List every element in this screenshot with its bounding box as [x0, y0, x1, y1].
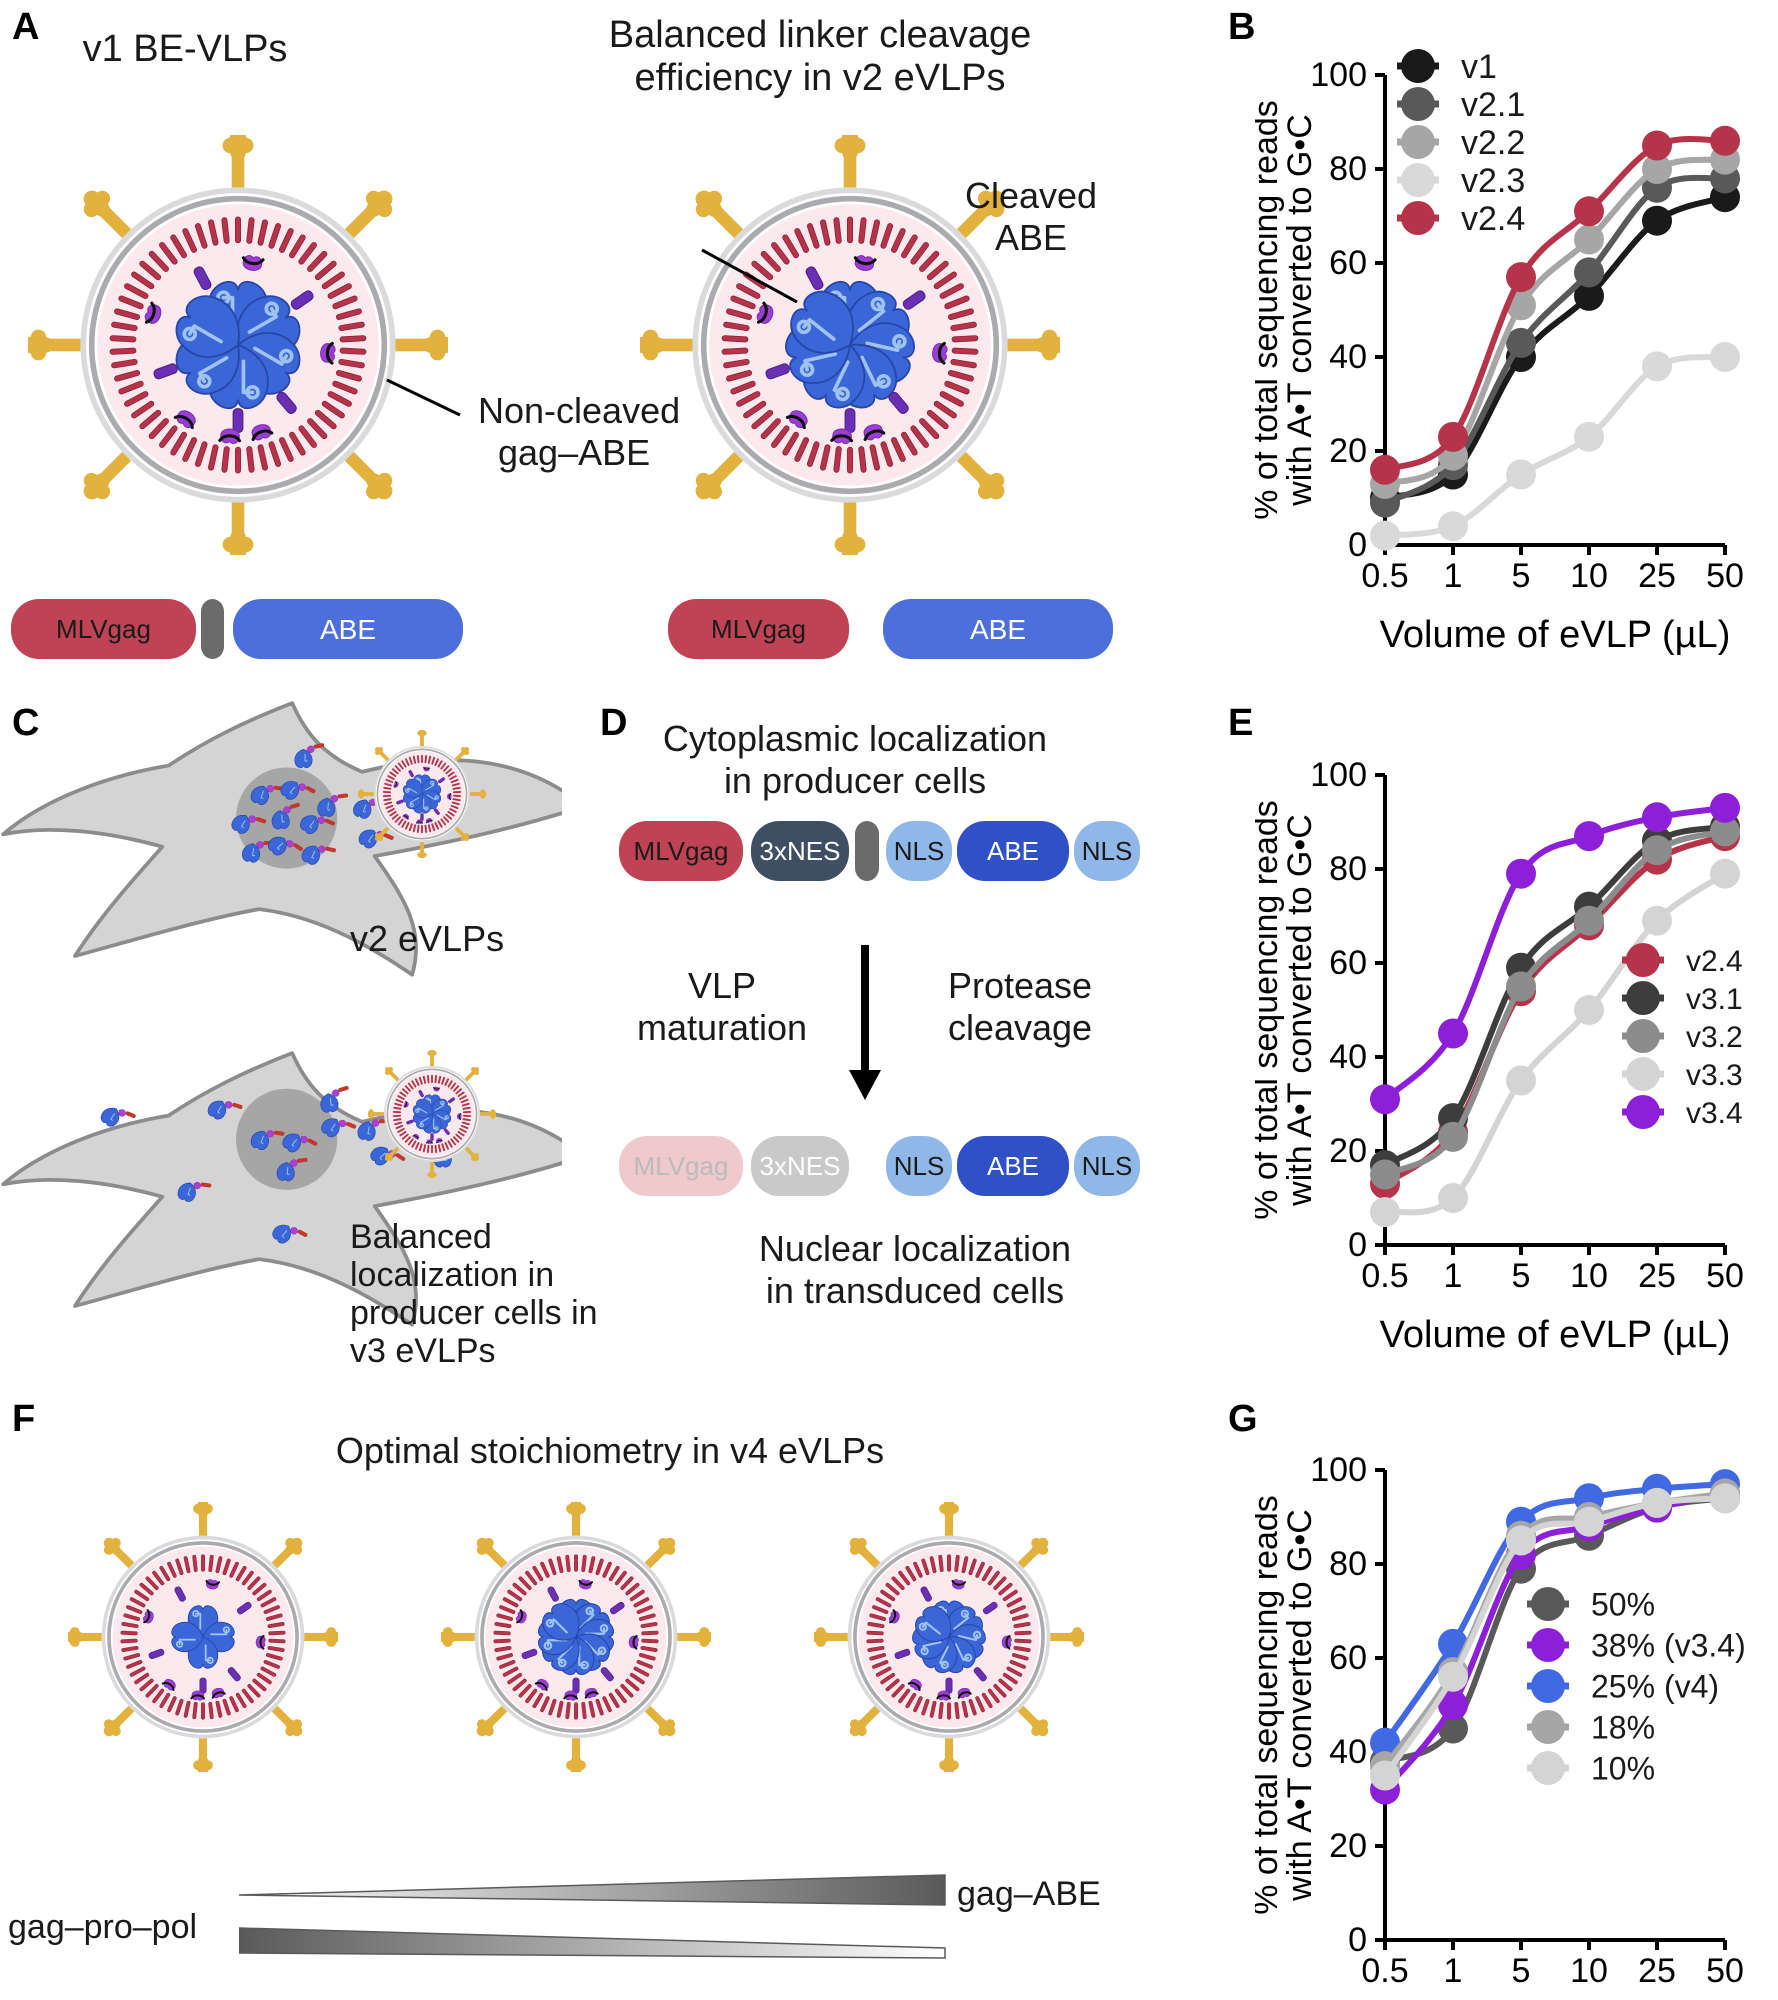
- svg-text:MLVgag: MLVgag: [56, 614, 151, 644]
- svg-text:80: 80: [1329, 1545, 1367, 1583]
- svg-text:40: 40: [1329, 1733, 1367, 1771]
- svg-text:v2.4: v2.4: [1686, 945, 1743, 978]
- svg-text:1: 1: [1444, 557, 1463, 595]
- svg-text:MLVgag: MLVgag: [634, 836, 729, 866]
- svg-text:10: 10: [1570, 1257, 1608, 1295]
- svg-text:50: 50: [1706, 1257, 1744, 1295]
- svg-text:ABE: ABE: [987, 1151, 1039, 1181]
- svg-text:v3.1: v3.1: [1686, 983, 1743, 1016]
- svg-text:ABE: ABE: [970, 614, 1026, 645]
- svg-text:with A•T converted to G•C: with A•T converted to G•C: [1281, 814, 1319, 1207]
- svg-text:v2.3: v2.3: [1461, 162, 1525, 200]
- svg-text:Volume of eVLP (µL): Volume of eVLP (µL): [1380, 614, 1731, 655]
- svg-text:v2.4: v2.4: [1461, 200, 1525, 238]
- svg-text:NLS: NLS: [1082, 1151, 1133, 1181]
- svg-text:with A•T converted to G•C: with A•T converted to G•C: [1281, 1509, 1319, 1902]
- svg-text:v3.4: v3.4: [1686, 1097, 1743, 1130]
- svg-text:60: 60: [1329, 244, 1367, 282]
- svg-text:38% (v3.4): 38% (v3.4): [1591, 1628, 1746, 1664]
- svg-text:0.5: 0.5: [1361, 1952, 1408, 1990]
- svg-text:v2.1: v2.1: [1461, 86, 1525, 124]
- svg-text:80: 80: [1329, 850, 1367, 888]
- svg-text:50: 50: [1706, 1952, 1744, 1990]
- svg-text:v3.3: v3.3: [1686, 1059, 1743, 1092]
- svg-text:50: 50: [1706, 557, 1744, 595]
- svg-text:5: 5: [1512, 1952, 1531, 1990]
- svg-text:60: 60: [1329, 1639, 1367, 1677]
- svg-text:25: 25: [1638, 1952, 1676, 1990]
- svg-text:20: 20: [1329, 1827, 1367, 1865]
- svg-text:v1: v1: [1461, 48, 1497, 86]
- svg-text:MLVgag: MLVgag: [711, 614, 806, 644]
- svg-text:0.5: 0.5: [1361, 1257, 1408, 1295]
- svg-text:MLVgag: MLVgag: [634, 1151, 729, 1181]
- svg-text:10%: 10%: [1591, 1751, 1655, 1787]
- svg-text:NLS: NLS: [1082, 836, 1133, 866]
- svg-text:60: 60: [1329, 944, 1367, 982]
- svg-text:5: 5: [1512, 1257, 1531, 1295]
- svg-text:80: 80: [1329, 150, 1367, 188]
- svg-text:40: 40: [1329, 338, 1367, 376]
- svg-text:with A•T converted to G•C: with A•T converted to G•C: [1281, 114, 1319, 507]
- svg-text:ABE: ABE: [987, 836, 1039, 866]
- svg-text:10: 10: [1570, 1952, 1608, 1990]
- svg-text:40: 40: [1329, 1038, 1367, 1076]
- svg-text:100: 100: [1310, 56, 1367, 94]
- svg-text:5: 5: [1512, 557, 1531, 595]
- svg-text:3xNES: 3xNES: [760, 1151, 841, 1181]
- svg-text:25: 25: [1638, 1257, 1676, 1295]
- svg-text:100: 100: [1310, 1451, 1367, 1489]
- svg-text:v2.2: v2.2: [1461, 124, 1525, 162]
- svg-text:25: 25: [1638, 557, 1676, 595]
- svg-text:100: 100: [1310, 756, 1367, 794]
- svg-text:Volume of eVLP (µL): Volume of eVLP (µL): [1380, 1314, 1731, 1355]
- svg-text:ABE: ABE: [320, 614, 376, 645]
- svg-text:50%: 50%: [1591, 1587, 1655, 1623]
- svg-text:v3.2: v3.2: [1686, 1021, 1743, 1054]
- svg-text:1: 1: [1444, 1952, 1463, 1990]
- svg-text:NLS: NLS: [894, 1151, 945, 1181]
- svg-text:25% (v4): 25% (v4): [1591, 1669, 1719, 1705]
- svg-text:1: 1: [1444, 1257, 1463, 1295]
- svg-text:0.5: 0.5: [1361, 557, 1408, 595]
- svg-text:3xNES: 3xNES: [760, 836, 841, 866]
- svg-text:10: 10: [1570, 557, 1608, 595]
- svg-text:20: 20: [1329, 432, 1367, 470]
- svg-text:NLS: NLS: [894, 836, 945, 866]
- svg-text:18%: 18%: [1591, 1710, 1655, 1746]
- svg-text:20: 20: [1329, 1132, 1367, 1170]
